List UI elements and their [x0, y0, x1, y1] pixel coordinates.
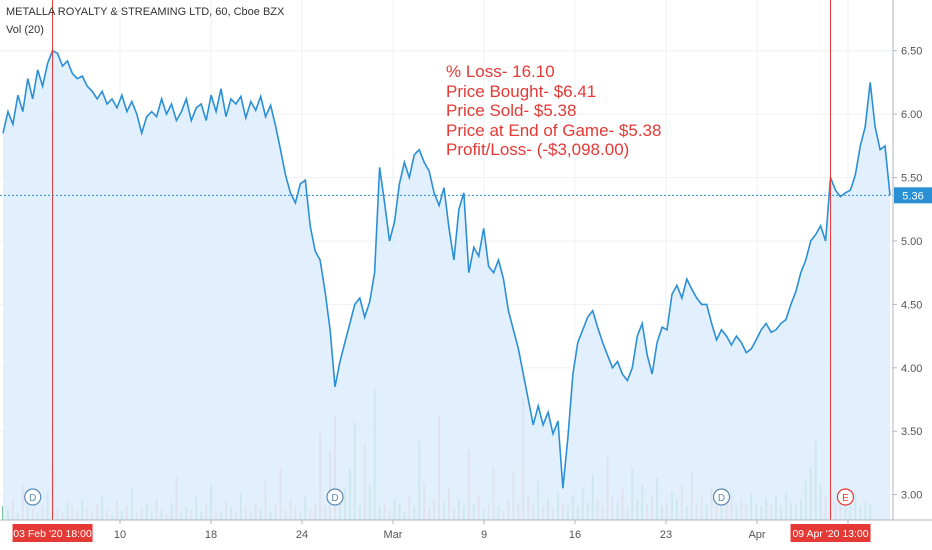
- trade-date-tag-label: 03 Feb '20 18:00: [13, 528, 92, 540]
- x-tick-label: 24: [296, 529, 308, 541]
- y-axis-ticks: 3.00 3.50 4.00 4.50 5.00 5.50 6.00 6.50: [893, 46, 922, 502]
- trade-date-tag-label: 09 Apr '20 13:00: [792, 528, 868, 540]
- x-tick-label: Apr: [748, 529, 765, 541]
- y-tick-label: 4.50: [901, 299, 922, 311]
- annotation-profit-loss: Profit/Loss- (-$3,098.00): [446, 140, 630, 159]
- trade-summary-annotation: % Loss- 16.10 Price Bought- $6.41 Price …: [446, 62, 661, 160]
- event-marker-circle: [712, 488, 731, 506]
- y-tick-label: 6.00: [901, 109, 922, 121]
- y-tick-label: 4.00: [901, 363, 922, 375]
- y-tick-label: 3.50: [901, 426, 922, 438]
- price-line: [2, 49, 891, 489]
- event-marker-circle: [836, 488, 855, 506]
- volume-label: Vol (20): [6, 24, 44, 36]
- y-tick-label: 3.00: [901, 490, 922, 502]
- y-tick-label: 6.50: [901, 46, 922, 58]
- x-tick-label: 18: [205, 529, 217, 541]
- x-tick-label: 16: [569, 529, 581, 541]
- x-tick-label: Mar: [384, 529, 403, 541]
- y-tick-label: 5.50: [901, 173, 922, 185]
- annotation-end-price: Price at End of Game- $5.38: [446, 120, 662, 140]
- current-price-tag-label: 5.36: [902, 190, 923, 202]
- event-marker-label: D: [718, 493, 725, 504]
- event-marker-circle: [326, 488, 344, 506]
- event-marker-circle: [24, 488, 42, 506]
- price-area: [3, 50, 890, 520]
- x-tick-label: 9: [481, 529, 487, 541]
- trade-date-tag: [12, 524, 93, 542]
- current-price-tag: [894, 187, 932, 204]
- event-marker-label: E: [842, 493, 849, 504]
- x-tick-label: 10: [114, 529, 126, 541]
- symbol-title: METALLA ROYALTY & STREAMING LTD, 60, Cbo…: [6, 6, 285, 18]
- annotation-price-bought: Price Bought- $6.41: [446, 81, 597, 101]
- y-tick-label: 5.00: [901, 236, 922, 248]
- trade-date-tag: [790, 524, 871, 542]
- annotation-price-sold: Price Sold- $5.38: [446, 101, 577, 120]
- x-tick-label: 23: [660, 529, 672, 541]
- annotation-loss-percent: % Loss- 16.10: [446, 62, 555, 81]
- event-marker-label: D: [29, 493, 36, 504]
- event-marker-label: D: [331, 493, 338, 504]
- x-axis-ticks: 101824Mar91623Apr18: [114, 520, 854, 541]
